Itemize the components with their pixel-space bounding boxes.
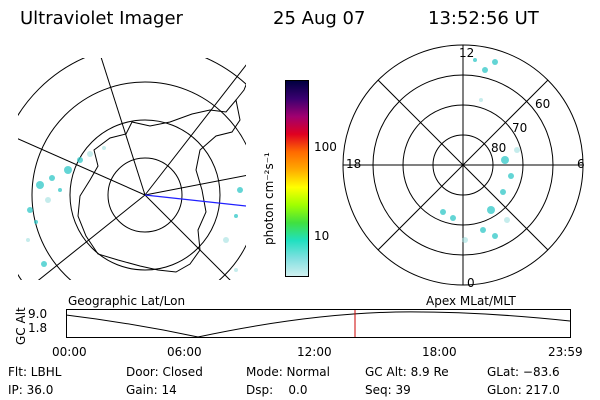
xtick-0600: 06:00 bbox=[167, 345, 202, 359]
xtick-1200: 12:00 bbox=[297, 345, 332, 359]
mlt-label-18: 18 bbox=[346, 157, 362, 171]
mlat-label-80: 80 bbox=[491, 141, 507, 155]
altitude-curve bbox=[66, 311, 571, 338]
altitude-plot bbox=[66, 309, 571, 338]
altitude-ytick-max: 9.0 bbox=[28, 307, 48, 321]
colorbar-unit-label: photon cm⁻²s⁻¹ bbox=[262, 152, 276, 245]
geographic-map bbox=[0, 40, 290, 290]
apex-mlat-mlt-dial bbox=[342, 44, 584, 286]
altitude-ylabel: GC Alt bbox=[14, 307, 28, 345]
info-ip: IP: 36.0 bbox=[8, 383, 54, 397]
info-gain: Gain: 14 bbox=[126, 383, 177, 397]
right-panel-caption: Apex MLat/MLT bbox=[426, 294, 516, 308]
mlat-label-70: 70 bbox=[512, 121, 528, 135]
info-filter: Flt: LBHL bbox=[8, 365, 62, 379]
info-sequence: Seq: 39 bbox=[365, 383, 411, 397]
time-label: 13:52:56 UT bbox=[428, 8, 539, 29]
mlt-line bbox=[377, 79, 549, 251]
track-line bbox=[144, 194, 246, 207]
info-dsp: Dsp: 0.0 bbox=[246, 383, 308, 397]
altitude-plot-frame bbox=[66, 309, 571, 338]
colorbar bbox=[285, 80, 309, 277]
altitude-ytick-min: 1.8 bbox=[28, 321, 48, 335]
lat-circle bbox=[107, 157, 183, 233]
colorbar-gradient bbox=[286, 81, 308, 276]
instrument-title: Ultraviolet Imager bbox=[20, 8, 183, 29]
meridian bbox=[144, 194, 231, 280]
info-mode: Mode: Normal bbox=[246, 365, 330, 379]
info-glat: GLat: −83.6 bbox=[487, 365, 560, 379]
meridian bbox=[18, 138, 146, 196]
mlt-label-12: 12 bbox=[459, 46, 475, 60]
colorbar-tick-100: 100 bbox=[314, 140, 337, 154]
mlt-label-0: 0 bbox=[467, 276, 475, 290]
mlat-label-60: 60 bbox=[535, 97, 551, 111]
meridian bbox=[37, 194, 146, 280]
lat-circle bbox=[31, 81, 246, 280]
xtick-2359: 23:59 bbox=[548, 345, 583, 359]
xtick-0000: 00:00 bbox=[52, 345, 87, 359]
mlt-label-6: 6 bbox=[577, 157, 585, 171]
xtick-1800: 18:00 bbox=[422, 345, 457, 359]
meridian bbox=[100, 58, 146, 196]
meridian bbox=[144, 174, 246, 196]
date-label: 25 Aug 07 bbox=[273, 8, 366, 29]
left-panel-caption: Geographic Lat/Lon bbox=[68, 294, 186, 308]
info-door: Door: Closed bbox=[126, 365, 203, 379]
info-glon: GLon: 217.0 bbox=[487, 383, 560, 397]
lat-circle bbox=[69, 119, 221, 271]
meridian bbox=[144, 64, 246, 196]
info-gc-altitude: GC Alt: 8.9 Re bbox=[365, 365, 449, 379]
colorbar-tick-10: 10 bbox=[314, 229, 330, 243]
lat-circle bbox=[0, 40, 290, 290]
